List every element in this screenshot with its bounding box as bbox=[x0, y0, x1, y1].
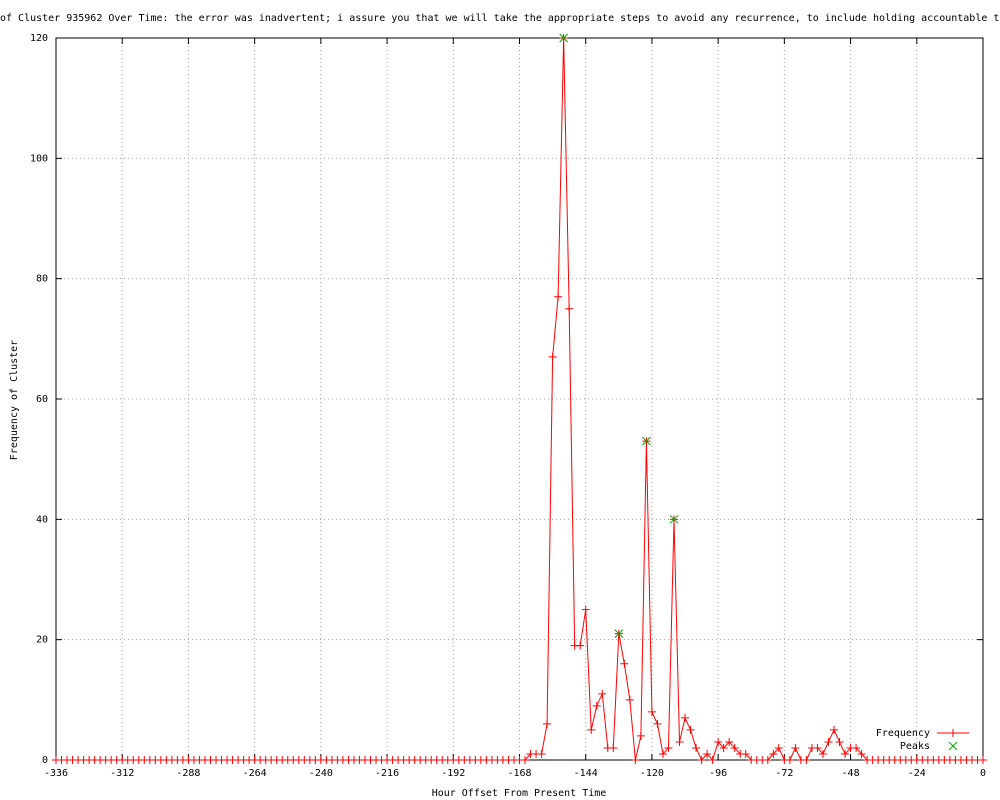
data-point bbox=[625, 695, 634, 704]
data-point bbox=[581, 605, 590, 614]
data-point bbox=[631, 756, 640, 764]
data-point bbox=[769, 749, 778, 758]
x-tick-label: -72 bbox=[775, 768, 793, 779]
y-tick-label: 0 bbox=[42, 755, 48, 766]
data-point bbox=[802, 756, 811, 764]
data-point bbox=[521, 756, 530, 764]
data-point bbox=[857, 749, 866, 758]
data-point bbox=[614, 629, 624, 639]
y-tick-label: 20 bbox=[36, 635, 48, 646]
data-point bbox=[703, 749, 712, 758]
x-tick-label: -192 bbox=[441, 768, 465, 779]
data-point bbox=[675, 737, 684, 746]
data-point bbox=[537, 749, 546, 758]
x-axis-label: Hour Offset From Present Time bbox=[432, 788, 607, 799]
x-tick-label: -24 bbox=[908, 768, 926, 779]
x-tick-label: 0 bbox=[980, 768, 986, 779]
legend-label: Peaks bbox=[900, 741, 930, 752]
x-tick-label: -264 bbox=[243, 768, 267, 779]
data-point bbox=[642, 436, 651, 446]
data-point bbox=[741, 749, 750, 758]
data-point bbox=[664, 743, 673, 752]
data-point bbox=[708, 756, 717, 764]
x-tick-label: -48 bbox=[842, 768, 860, 779]
data-point bbox=[554, 292, 563, 301]
data-point bbox=[785, 756, 794, 764]
data-point bbox=[725, 737, 734, 746]
data-point bbox=[620, 659, 629, 668]
x-tick-label: -240 bbox=[309, 768, 333, 779]
data-point bbox=[653, 719, 662, 728]
x-tick-label: -288 bbox=[176, 768, 200, 779]
data-point bbox=[841, 749, 850, 758]
data-point bbox=[763, 756, 772, 764]
y-tick-label: 80 bbox=[36, 274, 48, 285]
x-tick-label: -312 bbox=[110, 768, 134, 779]
data-point bbox=[692, 743, 701, 752]
data-point bbox=[697, 756, 706, 764]
data-point bbox=[543, 719, 552, 728]
data-point bbox=[647, 707, 656, 716]
data-point bbox=[548, 352, 557, 361]
x-tick-label: -336 bbox=[44, 768, 68, 779]
data-point bbox=[830, 725, 839, 734]
data-point bbox=[686, 725, 695, 734]
data-point bbox=[559, 33, 568, 43]
data-point bbox=[576, 641, 585, 650]
y-tick-label: 120 bbox=[30, 33, 48, 44]
x-tick-label: -96 bbox=[709, 768, 727, 779]
data-point bbox=[565, 304, 574, 313]
y-tick-label: 100 bbox=[30, 153, 48, 164]
data-point bbox=[791, 743, 800, 752]
data-point bbox=[719, 743, 728, 752]
data-point bbox=[658, 749, 667, 758]
data-point bbox=[598, 689, 607, 698]
y-tick-label: 40 bbox=[36, 514, 48, 525]
y-tick-label: 60 bbox=[36, 394, 48, 405]
data-point bbox=[818, 749, 827, 758]
data-point bbox=[609, 743, 618, 752]
data-point bbox=[824, 737, 833, 746]
data-point bbox=[681, 713, 690, 722]
data-point bbox=[636, 731, 645, 740]
data-point bbox=[813, 743, 822, 752]
legend-label: Frequency bbox=[876, 728, 930, 739]
data-point bbox=[587, 725, 596, 734]
data-point bbox=[852, 743, 861, 752]
data-point bbox=[730, 743, 739, 752]
x-tick-label: -120 bbox=[640, 768, 664, 779]
legend-marker bbox=[948, 741, 958, 751]
x-tick-label: -216 bbox=[375, 768, 399, 779]
data-point bbox=[774, 743, 783, 752]
x-tick-label: -168 bbox=[507, 768, 531, 779]
data-point bbox=[835, 737, 844, 746]
chart-title: of Cluster 935962 Over Time: the error w… bbox=[0, 13, 1000, 24]
y-axis-label: Frequency of Cluster bbox=[9, 340, 20, 460]
data-point bbox=[714, 737, 723, 746]
x-tick-label: -144 bbox=[574, 768, 598, 779]
data-point bbox=[592, 701, 601, 710]
legend-marker bbox=[949, 729, 957, 737]
data-point bbox=[669, 514, 679, 524]
data-point bbox=[979, 756, 987, 764]
